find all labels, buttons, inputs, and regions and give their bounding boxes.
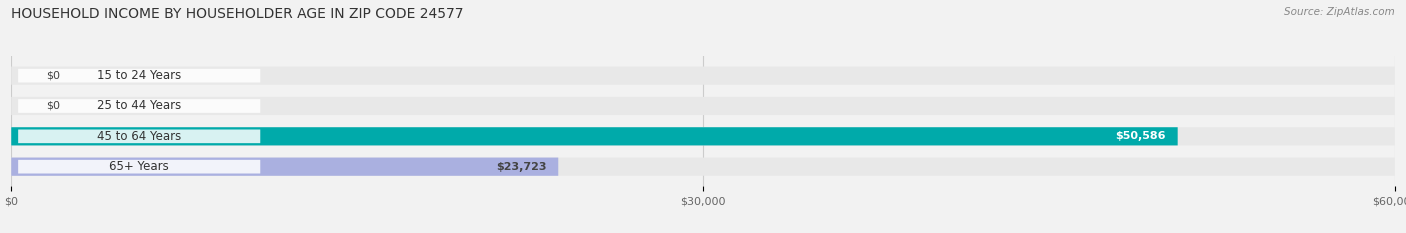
Text: $0: $0 <box>46 71 60 81</box>
Text: Source: ZipAtlas.com: Source: ZipAtlas.com <box>1284 7 1395 17</box>
Text: $23,723: $23,723 <box>496 162 547 172</box>
Text: 65+ Years: 65+ Years <box>110 160 169 173</box>
FancyBboxPatch shape <box>11 158 558 176</box>
Text: $0: $0 <box>46 101 60 111</box>
Text: 25 to 44 Years: 25 to 44 Years <box>97 99 181 113</box>
FancyBboxPatch shape <box>11 67 1395 85</box>
Text: $50,586: $50,586 <box>1115 131 1166 141</box>
Text: HOUSEHOLD INCOME BY HOUSEHOLDER AGE IN ZIP CODE 24577: HOUSEHOLD INCOME BY HOUSEHOLDER AGE IN Z… <box>11 7 464 21</box>
FancyBboxPatch shape <box>18 130 260 143</box>
FancyBboxPatch shape <box>11 158 1395 176</box>
FancyBboxPatch shape <box>18 69 260 82</box>
FancyBboxPatch shape <box>11 127 1178 145</box>
Text: 45 to 64 Years: 45 to 64 Years <box>97 130 181 143</box>
FancyBboxPatch shape <box>18 160 260 174</box>
FancyBboxPatch shape <box>18 99 260 113</box>
FancyBboxPatch shape <box>11 127 1395 145</box>
Text: 15 to 24 Years: 15 to 24 Years <box>97 69 181 82</box>
FancyBboxPatch shape <box>11 97 1395 115</box>
